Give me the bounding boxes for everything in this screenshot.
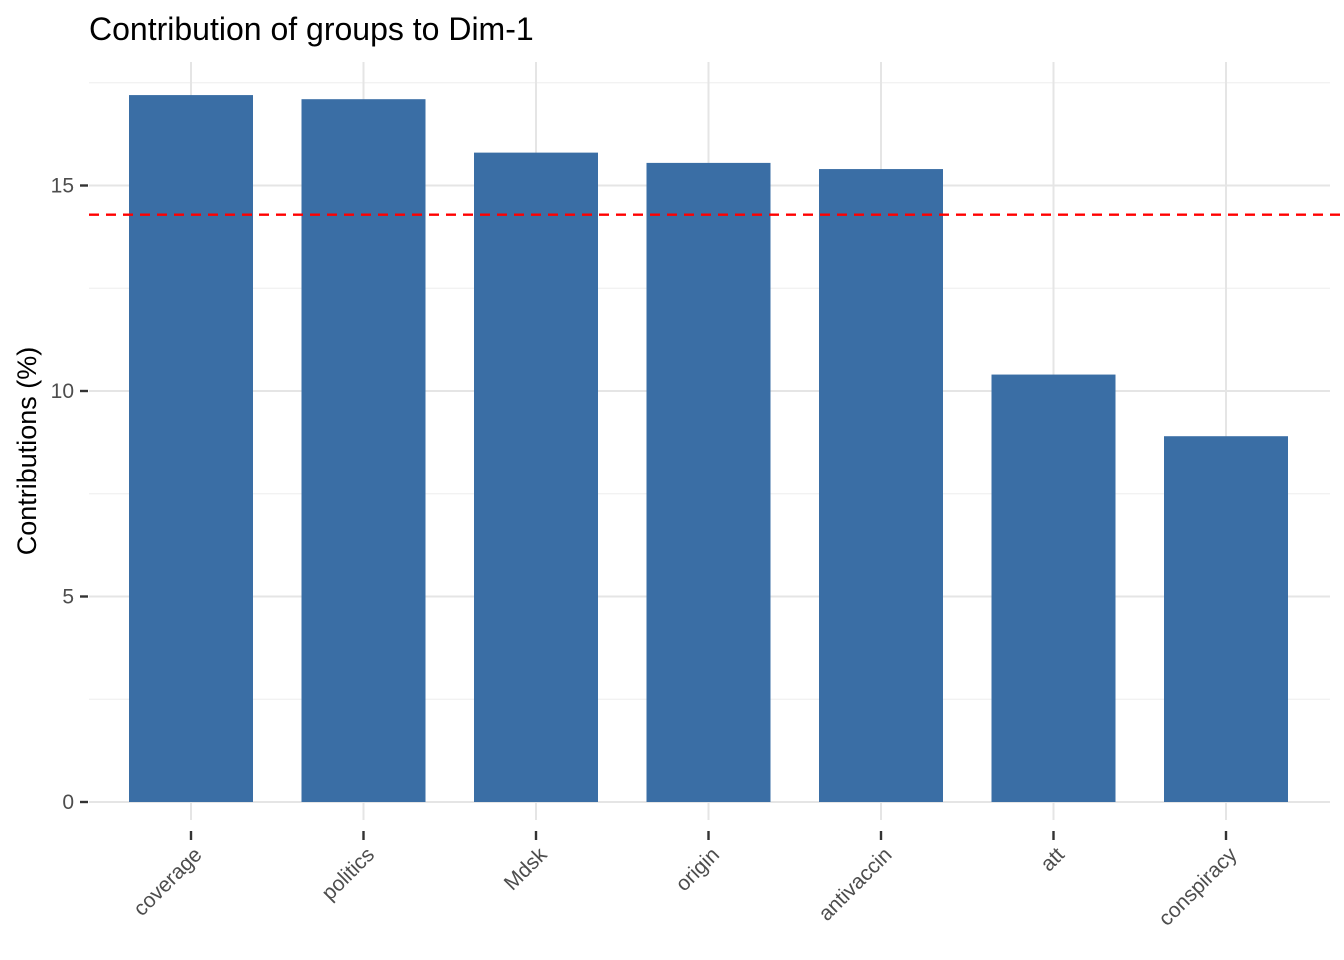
y-tick-label: 10	[51, 380, 74, 403]
bar-politics	[301, 99, 426, 802]
x-tick-label-Mdsk: Mdsk	[500, 843, 552, 895]
x-tick-label-antivaccin: antivaccin	[814, 843, 896, 925]
bars-layer	[129, 95, 1288, 802]
bar-att	[991, 374, 1116, 802]
x-tick-label-coverage: coverage	[129, 843, 206, 920]
bar-origin	[646, 162, 771, 802]
bar-conspiracy	[1164, 436, 1288, 802]
y-tick-label: 0	[62, 791, 74, 814]
x-tick-label-origin: origin	[671, 843, 724, 896]
x-tick-label-att: att	[1036, 843, 1069, 876]
bar-antivaccin	[819, 169, 943, 802]
x-tick-label-conspiracy: conspiracy	[1154, 843, 1242, 931]
bar-coverage	[129, 95, 253, 802]
x-tick-label-politics: politics	[317, 843, 379, 905]
bar-Mdsk	[474, 152, 598, 802]
chart-title: Contribution of groups to Dim-1	[89, 11, 534, 47]
y-tick-label: 5	[62, 586, 74, 609]
y-tick-label: 15	[51, 175, 74, 198]
y-axis-label: Contributions (%)	[12, 347, 42, 556]
